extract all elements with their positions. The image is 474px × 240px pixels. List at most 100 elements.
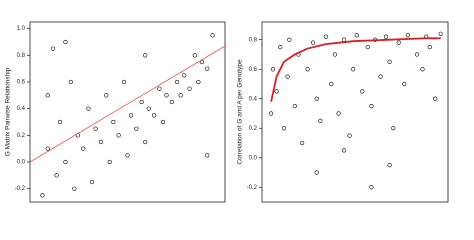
point xyxy=(360,89,365,94)
point xyxy=(151,113,157,118)
y-tick-label: 0.8 xyxy=(249,37,258,43)
point xyxy=(93,126,98,131)
point xyxy=(285,74,290,79)
point xyxy=(305,67,310,72)
point xyxy=(58,119,63,125)
y-axis-title: G Matrix Pairwise Relationship xyxy=(5,67,12,156)
point xyxy=(89,179,95,185)
y-tick-label: 0.2 xyxy=(249,126,258,132)
point xyxy=(387,163,392,168)
point xyxy=(347,133,352,138)
point xyxy=(287,37,292,42)
point xyxy=(128,113,134,118)
point xyxy=(341,37,347,42)
point xyxy=(146,106,151,111)
point xyxy=(121,79,127,85)
point xyxy=(143,139,148,145)
point xyxy=(40,193,45,198)
point xyxy=(332,52,338,57)
point xyxy=(63,39,68,45)
y-tick-label: 0.0 xyxy=(249,155,258,161)
point xyxy=(205,153,210,158)
point xyxy=(396,40,401,45)
point xyxy=(160,119,166,125)
y-axis-title: Correlation of G and A per Genotype xyxy=(237,59,244,165)
y-tick-label: 0.2 xyxy=(17,133,26,139)
point xyxy=(391,126,396,131)
point xyxy=(310,40,316,45)
point xyxy=(378,74,383,79)
y-tick-label: 0.8 xyxy=(17,53,26,59)
y-tick-label: -0.2 xyxy=(247,185,258,191)
point xyxy=(63,159,68,165)
point xyxy=(54,173,59,178)
point xyxy=(139,99,144,105)
point xyxy=(278,44,283,50)
point xyxy=(281,126,286,131)
point xyxy=(205,66,210,71)
point xyxy=(107,159,112,165)
point xyxy=(314,170,319,175)
point xyxy=(196,79,201,85)
point xyxy=(402,81,407,87)
point xyxy=(175,79,180,85)
point xyxy=(414,52,420,57)
point xyxy=(68,79,73,85)
point xyxy=(164,93,169,98)
y-tick-label: 0.4 xyxy=(249,96,258,102)
point xyxy=(329,81,334,87)
point xyxy=(292,103,297,109)
point xyxy=(369,103,374,109)
point xyxy=(300,140,305,146)
point xyxy=(270,67,276,72)
point xyxy=(365,44,370,50)
point xyxy=(45,93,50,98)
point xyxy=(405,33,410,38)
point xyxy=(210,33,215,38)
point xyxy=(336,111,341,116)
point xyxy=(157,86,162,91)
y-tick-label: 0.0 xyxy=(17,160,26,166)
point xyxy=(354,33,359,38)
point xyxy=(104,93,109,98)
point xyxy=(274,89,279,94)
point xyxy=(351,67,356,72)
point xyxy=(314,96,319,101)
point xyxy=(433,96,438,101)
point xyxy=(72,186,77,191)
fit-line xyxy=(270,37,441,102)
point xyxy=(192,53,197,58)
point xyxy=(50,46,56,51)
point xyxy=(45,146,50,151)
y-tick-label: 0.4 xyxy=(17,106,26,112)
point xyxy=(86,106,91,111)
point xyxy=(111,119,116,125)
point xyxy=(81,146,86,151)
point xyxy=(178,93,183,98)
y-tick-label: -0.2 xyxy=(15,186,26,192)
point xyxy=(341,148,347,153)
point xyxy=(387,59,392,64)
point xyxy=(383,34,389,39)
point xyxy=(116,133,121,138)
point xyxy=(318,118,323,123)
y-tick-label: 0.6 xyxy=(249,67,258,73)
point xyxy=(323,34,328,39)
point xyxy=(134,126,139,131)
point xyxy=(143,53,148,58)
point xyxy=(199,59,205,65)
plot-frame xyxy=(261,21,449,203)
fit-line xyxy=(29,45,226,163)
point xyxy=(420,67,425,72)
point xyxy=(182,73,187,78)
point xyxy=(98,139,104,145)
point xyxy=(125,153,130,158)
point xyxy=(269,111,274,116)
figure: -0.2 0.0 0.2 0.4 0.6 0.8 1.0 G Matrix Pairwise … xyxy=(5,21,449,203)
y-tick-label: 0.6 xyxy=(17,80,26,86)
point xyxy=(369,185,374,190)
point xyxy=(427,44,432,50)
point xyxy=(187,86,192,91)
point xyxy=(169,99,174,105)
point xyxy=(438,31,443,36)
